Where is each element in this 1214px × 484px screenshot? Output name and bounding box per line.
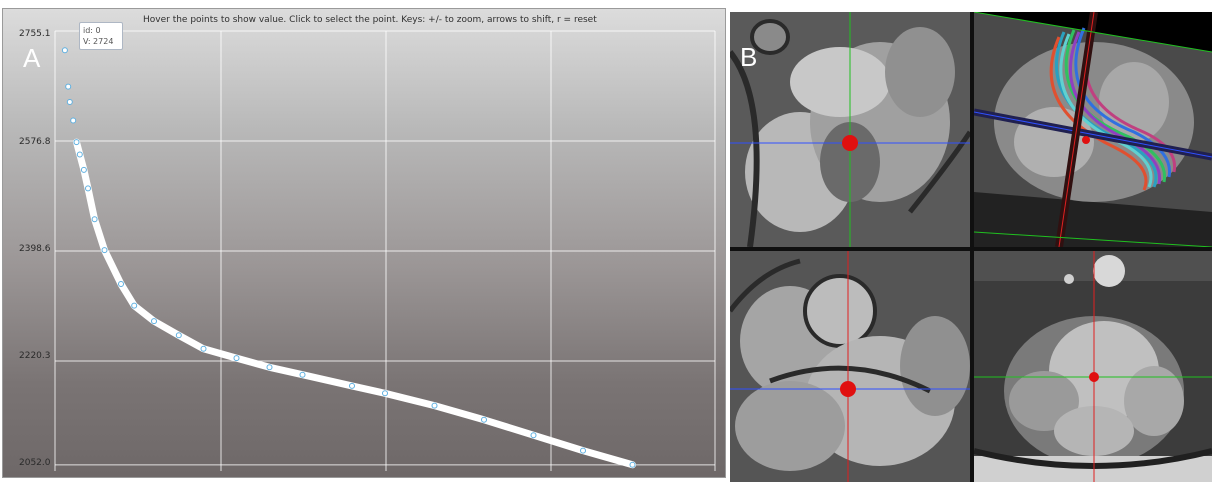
y-tick-label: 2755.1 <box>19 29 51 39</box>
data-point[interactable] <box>349 382 355 389</box>
y-tick-label: 2052.0 <box>19 458 51 468</box>
mri-view-top-left[interactable]: B <box>730 12 970 247</box>
point-tooltip: id: 0 V: 2724 <box>79 22 123 50</box>
y-tick-label: 2398.6 <box>19 244 51 254</box>
data-point[interactable] <box>76 151 83 158</box>
y-tick-label: 2220.3 <box>19 351 51 361</box>
selected-point-marker <box>840 381 856 397</box>
data-point[interactable] <box>233 355 240 362</box>
data-point[interactable] <box>299 371 306 378</box>
panel-label-a: A <box>23 43 41 73</box>
panel-label-b: B <box>740 42 758 72</box>
data-point[interactable] <box>66 99 73 105</box>
data-point[interactable] <box>200 345 207 352</box>
data-point[interactable] <box>175 332 182 339</box>
mri-view-bottom-right[interactable] <box>974 251 1212 482</box>
scatter-plot-panel[interactable]: Hover the points to show value. Click to… <box>2 8 726 478</box>
selected-point-marker <box>842 135 858 151</box>
mri-views-panel: B <box>730 12 1212 482</box>
selected-point-marker <box>1082 136 1090 144</box>
hover-instructions: Hover the points to show value. Click to… <box>143 15 597 25</box>
data-point[interactable] <box>481 416 487 423</box>
y-tick-label: 2576.8 <box>19 137 51 147</box>
mri-view-3d-fibers[interactable] <box>974 12 1212 247</box>
tooltip-value: V: 2724 <box>83 37 114 46</box>
selected-point-marker <box>1089 372 1099 382</box>
data-point[interactable] <box>85 185 91 192</box>
data-point[interactable] <box>73 139 80 146</box>
data-point[interactable] <box>151 318 157 325</box>
data-point[interactable] <box>91 216 98 223</box>
dense-points-band <box>73 138 636 469</box>
tooltip-id: id: 0 <box>83 26 101 35</box>
mri-view-bottom-left[interactable] <box>730 251 970 482</box>
data-point[interactable] <box>266 364 273 371</box>
data-point[interactable] <box>101 247 108 254</box>
data-point[interactable] <box>118 281 124 287</box>
data-point[interactable] <box>580 447 586 454</box>
data-point[interactable] <box>61 47 68 54</box>
data-point[interactable] <box>530 432 537 439</box>
data-point[interactable] <box>382 390 388 397</box>
data-point[interactable] <box>65 83 72 90</box>
data-point[interactable] <box>131 302 138 309</box>
data-point[interactable] <box>629 461 636 468</box>
data-point[interactable] <box>431 402 438 409</box>
data-point[interactable] <box>80 166 87 173</box>
data-point[interactable] <box>70 117 77 124</box>
scatter-plot[interactable] <box>3 9 725 477</box>
